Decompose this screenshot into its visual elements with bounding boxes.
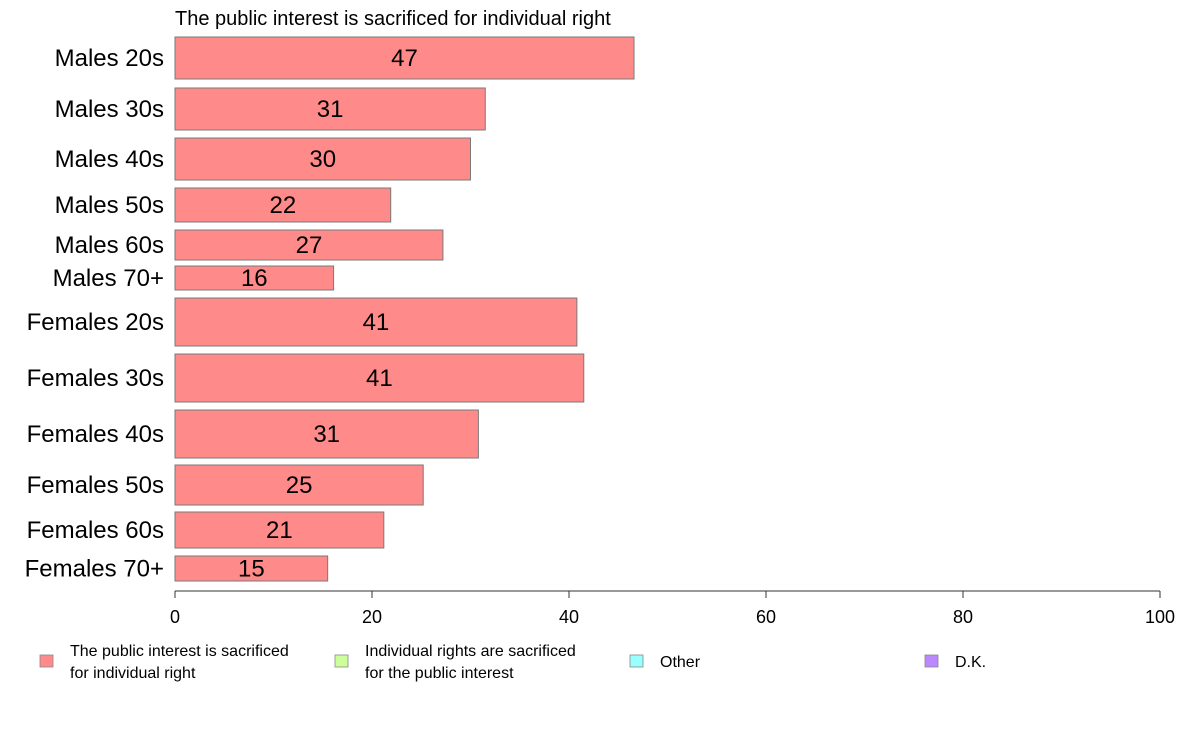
bar-value-label: 16 <box>241 265 268 292</box>
legend-swatch <box>39 654 54 668</box>
legend-entry: D.K. <box>924 654 986 671</box>
bar-value-label: 22 <box>270 192 297 219</box>
bar-value-label: 30 <box>309 146 336 173</box>
bar <box>174 297 578 347</box>
bar <box>174 464 424 506</box>
legend-label: Individual rights are sacrificed <box>365 643 576 660</box>
bar <box>174 555 329 582</box>
category-label: Females 30s <box>27 365 164 392</box>
legend-swatch <box>334 654 349 668</box>
bar <box>174 353 585 403</box>
x-tick-label: 60 <box>756 607 776 627</box>
category-label: Males 50s <box>55 192 164 219</box>
bar <box>174 511 385 549</box>
chart-title: The public interest is sacrificed for in… <box>175 8 611 30</box>
bar <box>174 187 392 223</box>
legend: The public interest is sacrificed for ind… <box>39 643 986 682</box>
category-label: Males 30s <box>55 96 164 123</box>
bar <box>174 265 335 291</box>
x-axis: 0 20 40 60 80 100 <box>170 590 1175 627</box>
legend-entry: Other <box>629 654 701 671</box>
bar-value-label: 15 <box>238 556 265 583</box>
category-label: Females 70+ <box>25 556 164 583</box>
legend-swatch <box>924 654 939 668</box>
category-label: Females 60s <box>27 517 164 544</box>
category-label: Males 70+ <box>53 265 164 292</box>
category-label: Females 40s <box>27 421 164 448</box>
bar <box>174 409 479 459</box>
bar <box>174 137 471 181</box>
legend-label: The public interest is sacrificed <box>70 643 289 660</box>
bar-value-label: 31 <box>313 421 340 448</box>
category-label: Females 20s <box>27 309 164 336</box>
bars-group: 47 Males 20s 31 Males 30s 30 Males 40s 22 Males… <box>25 36 635 583</box>
legend-label: Other <box>660 654 701 671</box>
x-tick-label: 20 <box>362 607 382 627</box>
category-label: Males 60s <box>55 232 164 259</box>
legend-label: for the public interest <box>365 665 514 682</box>
legend-swatch <box>629 654 644 668</box>
bar-value-label: 31 <box>317 96 344 123</box>
x-tick-label: 100 <box>1145 607 1175 627</box>
category-label: Males 20s <box>55 45 164 72</box>
category-label: Females 50s <box>27 472 164 499</box>
legend-entry: Individual rights are sacrificed for the … <box>334 643 576 682</box>
bar-value-label: 27 <box>296 232 323 259</box>
bar-value-label: 41 <box>366 365 393 392</box>
bar <box>174 87 486 131</box>
legend-entry: The public interest is sacrificed for ind… <box>39 643 289 682</box>
category-label: Males 40s <box>55 146 164 173</box>
bar <box>174 229 444 261</box>
bar-value-label: 47 <box>391 45 418 72</box>
bar-value-label: 21 <box>266 517 293 544</box>
x-tick-label: 80 <box>953 607 973 627</box>
x-tick-label: 0 <box>170 607 180 627</box>
bar-value-label: 25 <box>286 472 313 499</box>
legend-label: D.K. <box>955 654 986 671</box>
legend-label: for individual right <box>70 665 196 682</box>
bar-value-label: 41 <box>363 309 390 336</box>
x-tick-label: 40 <box>559 607 579 627</box>
bar <box>174 36 635 80</box>
